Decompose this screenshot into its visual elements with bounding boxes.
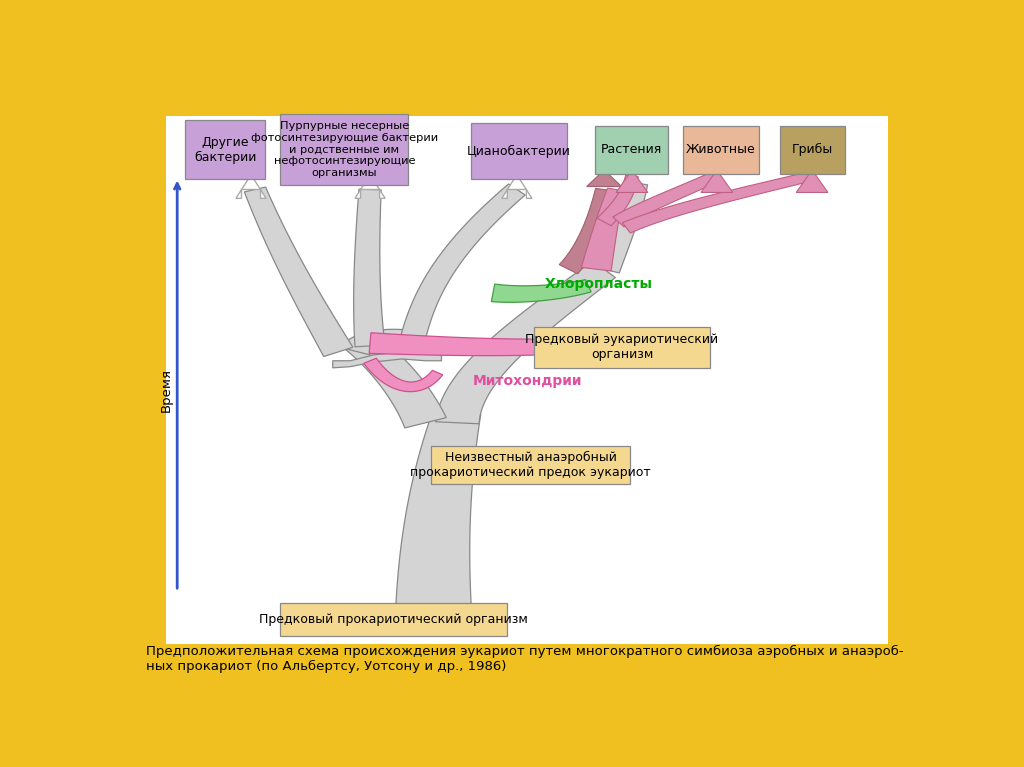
Text: Предположительная схема происхождения эукариот путем многократного симбиоза аэро: Предположительная схема происхождения эу… [146, 645, 903, 673]
Polygon shape [502, 175, 531, 199]
Polygon shape [559, 189, 612, 274]
Text: Грибы: Грибы [792, 143, 834, 156]
Text: Время: Время [160, 368, 173, 413]
Text: Предковый прокариотический организм: Предковый прокариотический организм [259, 613, 528, 626]
Polygon shape [345, 331, 446, 428]
Polygon shape [355, 175, 385, 199]
Polygon shape [369, 333, 577, 356]
Text: Хлоропласты: Хлоропласты [545, 277, 652, 291]
Polygon shape [612, 171, 721, 227]
Polygon shape [245, 187, 353, 357]
Polygon shape [589, 183, 647, 273]
Polygon shape [396, 408, 480, 606]
Polygon shape [364, 358, 442, 392]
Polygon shape [353, 189, 385, 347]
FancyBboxPatch shape [595, 126, 668, 173]
Text: Неизвестный анаэробный
прокариотический предок эукариот: Неизвестный анаэробный прокариотический … [411, 451, 651, 479]
FancyBboxPatch shape [431, 446, 631, 484]
Polygon shape [587, 170, 622, 186]
Text: Митохондрии: Митохондрии [473, 374, 583, 388]
Polygon shape [597, 175, 638, 225]
Polygon shape [492, 280, 591, 302]
Polygon shape [333, 352, 441, 368]
Text: Животные: Животные [686, 143, 756, 156]
Text: Пурпурные несерные
фотосинтезирующие бактерии
и родственные им
нефотосинтезирующ: Пурпурные несерные фотосинтезирующие бак… [251, 121, 438, 178]
FancyBboxPatch shape [683, 126, 759, 173]
FancyBboxPatch shape [535, 327, 710, 368]
Polygon shape [435, 261, 615, 424]
FancyBboxPatch shape [281, 603, 507, 636]
Text: Предковый эукариотический
организм: Предковый эукариотический организм [525, 334, 719, 361]
Polygon shape [797, 170, 828, 193]
Polygon shape [616, 170, 648, 193]
Text: Другие
бактерии: Другие бактерии [194, 136, 256, 163]
FancyBboxPatch shape [780, 126, 845, 173]
Text: Растения: Растения [601, 143, 663, 156]
FancyBboxPatch shape [185, 120, 265, 179]
Polygon shape [397, 184, 525, 354]
FancyBboxPatch shape [166, 116, 888, 644]
Polygon shape [701, 170, 733, 193]
Polygon shape [582, 188, 625, 271]
Polygon shape [341, 329, 406, 356]
FancyBboxPatch shape [471, 123, 567, 179]
FancyBboxPatch shape [281, 114, 409, 186]
Text: Цианобактерии: Цианобактерии [467, 144, 570, 158]
Polygon shape [236, 175, 266, 199]
Polygon shape [623, 171, 814, 233]
